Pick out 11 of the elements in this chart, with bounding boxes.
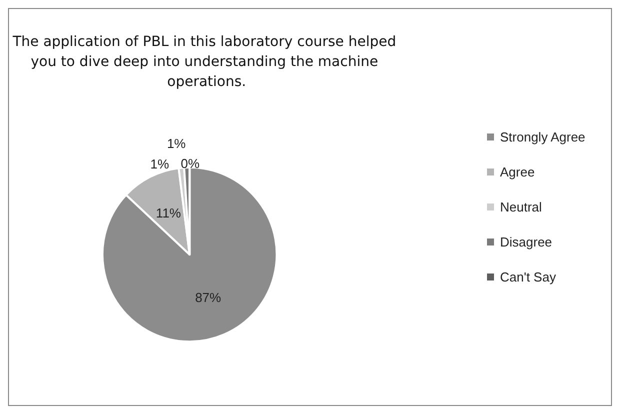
text: 0% xyxy=(180,156,200,171)
data-label: 1% xyxy=(150,156,170,172)
legend-label: Can't Say xyxy=(500,270,556,284)
data-label: 11% xyxy=(156,206,182,221)
data-label: 87% xyxy=(195,290,222,305)
legend-label: Disagree xyxy=(500,234,552,250)
legend-label: Neutral xyxy=(500,200,542,214)
data-label: 1% xyxy=(166,136,186,151)
legend-label: Strongly Agree xyxy=(500,130,586,144)
legend-label: Agree xyxy=(500,164,535,180)
chart-title: The application of PBL in this laboratory course helped you to dive deep into understanding the machine operations. xyxy=(12,34,401,90)
